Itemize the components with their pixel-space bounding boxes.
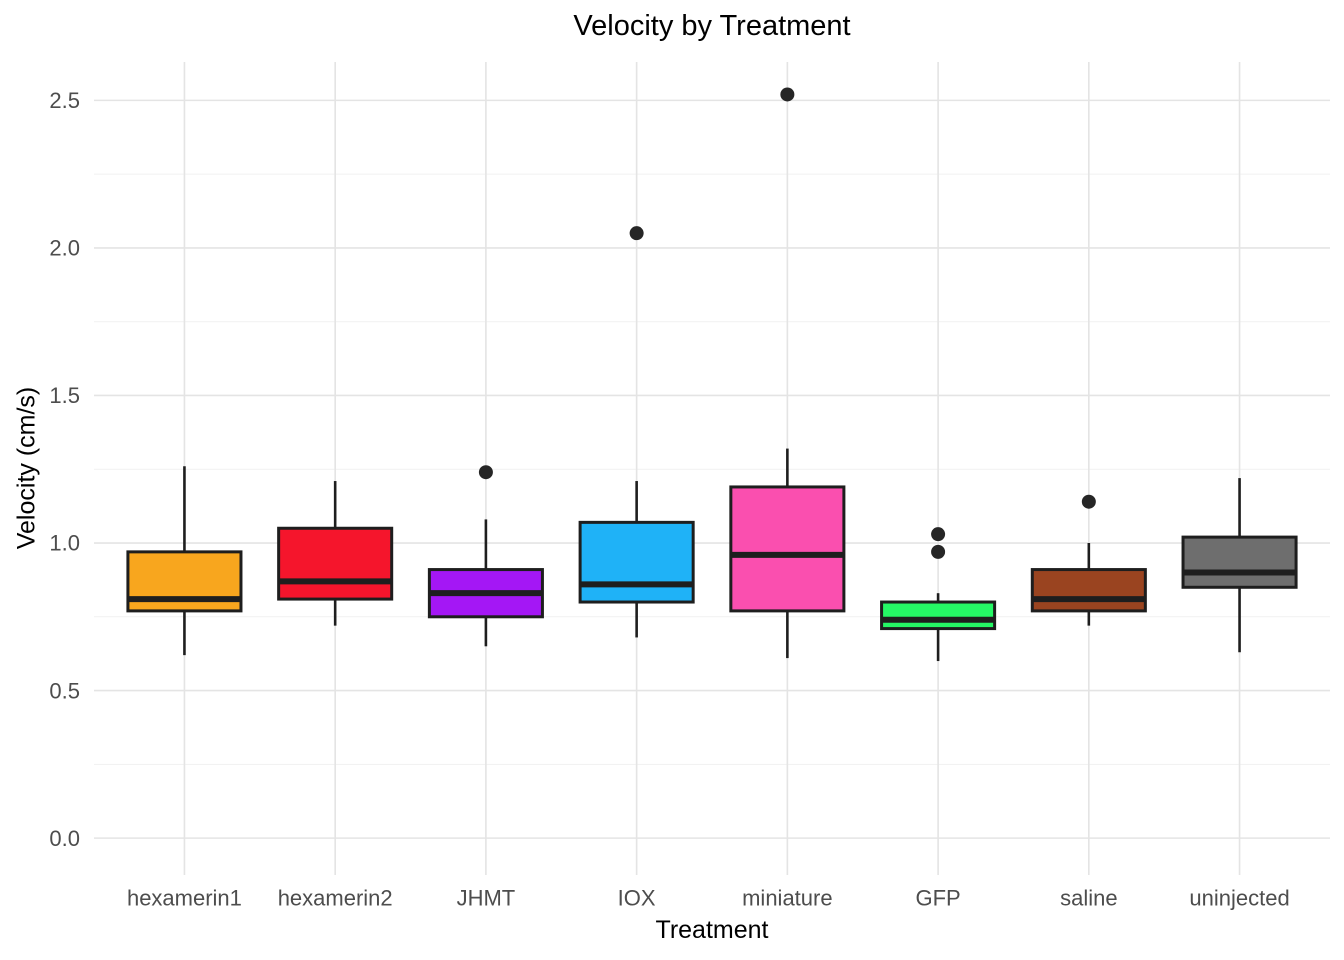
boxplot-GFP — [880, 527, 997, 662]
boxplot-IOX — [578, 226, 695, 638]
y-tick-label: 0.5 — [49, 678, 80, 703]
boxplot-uninjected — [1181, 478, 1298, 653]
iqr-box — [1030, 568, 1147, 613]
gridlines-major — [94, 99, 1330, 839]
x-tick-label-IOX: IOX — [618, 886, 656, 911]
x-axis-tick-labels: hexamerin1 hexamerin2 JHMT IOX miniature GFP s… — [127, 886, 1290, 911]
y-tick-label: 2.5 — [49, 88, 80, 113]
outlier-point — [780, 87, 795, 102]
boxplot-hexamerin2 — [277, 481, 394, 626]
outlier-point — [478, 465, 493, 480]
iqr-box — [1181, 535, 1298, 589]
boxplot-miniature — [729, 87, 846, 659]
outlier-point — [931, 527, 946, 542]
x-tick-label-GFP: GFP — [915, 886, 960, 911]
iqr-box — [729, 485, 846, 613]
outlier-point — [931, 544, 946, 559]
y-axis-tick-labels: 0.0 0.5 1.0 1.5 2.0 2.5 — [49, 88, 80, 851]
x-tick-label-miniature: miniature — [742, 886, 832, 911]
gridlines-minor — [94, 173, 1330, 765]
boxplot-JHMT — [427, 465, 544, 647]
y-tick-label: 0.0 — [49, 826, 80, 851]
x-tick-label-uninjected: uninjected — [1189, 886, 1289, 911]
boxplot-hexamerin1 — [126, 466, 243, 656]
x-tick-label-hexamerin2: hexamerin2 — [278, 886, 393, 911]
outlier-point — [629, 226, 644, 241]
x-tick-label-hexamerin1: hexamerin1 — [127, 886, 242, 911]
y-tick-label: 1.0 — [49, 531, 80, 556]
gridlines-vertical — [183, 62, 1241, 875]
iqr-box — [880, 600, 997, 631]
iqr-box — [578, 520, 695, 604]
outlier-point — [1081, 494, 1096, 509]
y-tick-label: 1.5 — [49, 383, 80, 408]
y-axis-title: Velocity (cm/s) — [12, 386, 41, 550]
x-tick-label-saline: saline — [1060, 886, 1117, 911]
iqr-box — [277, 526, 394, 601]
chart-title: Velocity by Treatment — [573, 10, 851, 42]
y-tick-label: 2.0 — [49, 236, 80, 261]
x-tick-label-JHMT: JHMT — [457, 886, 516, 911]
boxplot-saline — [1030, 494, 1147, 626]
x-axis-title: Treatment — [655, 916, 769, 944]
